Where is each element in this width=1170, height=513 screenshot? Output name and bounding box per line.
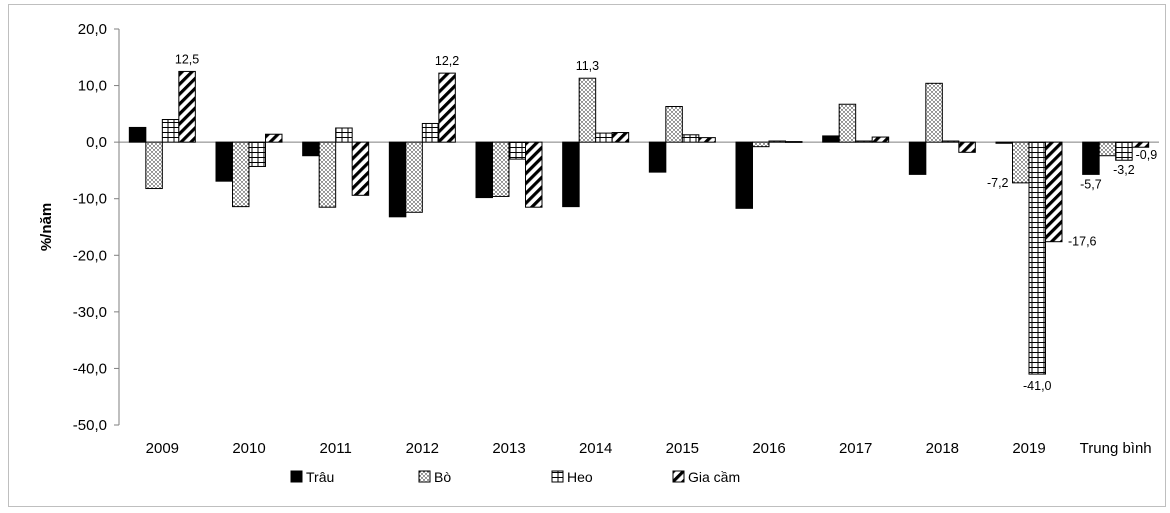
bar-bò-trung-bình	[1098, 141, 1117, 157]
bar-chart: 20,0 10,0 0,0 -10,0 -20,0 -30,0 -40,0 -50,0 %/nă…	[38, 21, 1159, 485]
bars-group	[128, 70, 1150, 375]
bar-trâu-2012	[388, 141, 407, 218]
legend-swatch	[672, 470, 685, 483]
bar-bò-2011	[318, 141, 337, 208]
legend-label: Trâu	[306, 469, 334, 485]
legend: Trâu Bò Heo Gia cầm	[290, 469, 740, 485]
x-tick-label: 2012	[406, 440, 439, 457]
x-tick-label: 2019	[1012, 440, 1045, 457]
x-tick-label: 2015	[666, 440, 699, 457]
data-label: 12,5	[175, 52, 199, 66]
y-tick-label: 10,0	[78, 78, 107, 95]
legend-swatch	[290, 470, 303, 483]
bar-heo-2014	[595, 132, 613, 143]
x-tick-label: 2013	[492, 440, 525, 457]
bar-trâu-2009	[128, 126, 147, 143]
y-tick-label: 20,0	[78, 21, 107, 38]
data-label: -5,7	[1080, 177, 1102, 191]
y-tick-label: -30,0	[73, 304, 107, 321]
bar-gia-cầm-trung-bình	[1131, 141, 1150, 148]
legend-item-trâu: Trâu	[290, 469, 334, 485]
y-tick-label: -40,0	[73, 360, 107, 377]
bar-trâu-2011	[302, 141, 320, 157]
bar-trâu-2014	[562, 141, 580, 208]
legend-item-gia-cầm: Gia cầm	[672, 469, 740, 485]
bar-heo-2010	[248, 141, 266, 167]
bar-trâu-2018	[908, 141, 927, 175]
bar-bò-2014	[578, 77, 597, 143]
data-label: -41,0	[1023, 379, 1052, 393]
bar-gia-cầm-2013	[525, 141, 543, 208]
legend-label: Gia cầm	[688, 469, 740, 485]
bar-trâu-2019	[995, 141, 1013, 144]
bar-bò-2013	[492, 141, 510, 197]
y-tick-label: 0,0	[86, 134, 107, 151]
bar-heo-trung-bình	[1115, 141, 1133, 161]
axes-group: 20,0 10,0 0,0 -10,0 -20,0 -30,0 -40,0 -50,0 %/nă…	[38, 21, 1159, 457]
x-tick-label: 2018	[926, 440, 959, 457]
x-tick-label: 2016	[752, 440, 785, 457]
legend-item-bò: Bò	[418, 469, 451, 485]
legend-swatch	[418, 470, 431, 483]
x-tick-label: Trung bình	[1080, 440, 1152, 457]
bar-heo-2012	[421, 122, 440, 143]
x-tick-label: 2014	[579, 440, 612, 457]
bar-gia-cầm-2014	[611, 132, 630, 143]
x-tick-label: 2011	[320, 440, 352, 457]
bar-bò-2010	[232, 141, 250, 208]
bar-trâu-trung-bình	[1082, 141, 1100, 175]
chart-frame: 20,0 10,0 0,0 -10,0 -20,0 -30,0 -40,0 -50,0 %/nă…	[8, 4, 1166, 507]
y-tick-label: -10,0	[73, 191, 107, 208]
x-tick-label: 2017	[839, 440, 872, 457]
bar-heo-2015	[681, 134, 700, 143]
x-tick-label: 2009	[146, 440, 179, 457]
bar-gia-cầm-2016	[785, 141, 803, 143]
bar-bò-2018	[925, 82, 943, 143]
y-tick-label: -50,0	[73, 417, 107, 434]
bar-bò-2019	[1012, 141, 1030, 184]
bar-heo-2009	[161, 119, 180, 143]
bar-gia-cầm-2017	[871, 136, 890, 143]
legend-label: Heo	[567, 469, 593, 485]
bar-trâu-2017	[822, 135, 840, 143]
bar-gia-cầm-2011	[351, 141, 370, 196]
x-tick-label: 2010	[232, 440, 265, 457]
bar-trâu-2015	[648, 141, 667, 173]
bar-bò-2009	[145, 141, 163, 190]
bar-gia-cầm-2009	[178, 70, 196, 143]
bar-bò-2012	[405, 141, 423, 213]
bar-heo-2016	[768, 140, 786, 143]
legend-item-heo: Heo	[551, 469, 593, 485]
bar-bò-2016	[752, 141, 770, 148]
data-label: -3,2	[1113, 163, 1135, 177]
data-label: 11,3	[576, 59, 599, 73]
bar-heo-2017	[855, 140, 873, 143]
bar-trâu-2010	[215, 141, 233, 182]
legend-swatch	[551, 470, 564, 483]
data-label: -0,9	[1136, 148, 1158, 162]
bar-gia-cầm-2015	[698, 137, 716, 143]
y-axis-title: %/năm	[38, 203, 55, 251]
y-tick-label: -20,0	[73, 247, 107, 264]
bar-trâu-2016	[735, 141, 753, 209]
bar-bò-2015	[665, 106, 683, 143]
data-label: -17,6	[1068, 235, 1097, 249]
bar-gia-cầm-2019	[1045, 141, 1063, 243]
data-label: 12,2	[435, 54, 459, 68]
bar-trâu-2013	[475, 141, 493, 199]
bar-gia-cầm-2018	[958, 141, 976, 153]
bar-gia-cầm-2010	[265, 133, 283, 143]
bar-gia-cầm-2012	[438, 72, 456, 143]
data-label: -7,2	[987, 176, 1009, 190]
bar-heo-2013	[508, 141, 526, 160]
bar-heo-2011	[335, 127, 353, 143]
bar-bò-2017	[838, 103, 857, 143]
data-labels-group: 12,5 12,2 11,3 -7,2 -41,0 -17,6 -5,7 -3,2-0,9	[175, 52, 1157, 393]
bar-heo-2018	[941, 140, 960, 143]
legend-label: Bò	[434, 469, 451, 485]
bar-heo-2019	[1028, 141, 1046, 375]
